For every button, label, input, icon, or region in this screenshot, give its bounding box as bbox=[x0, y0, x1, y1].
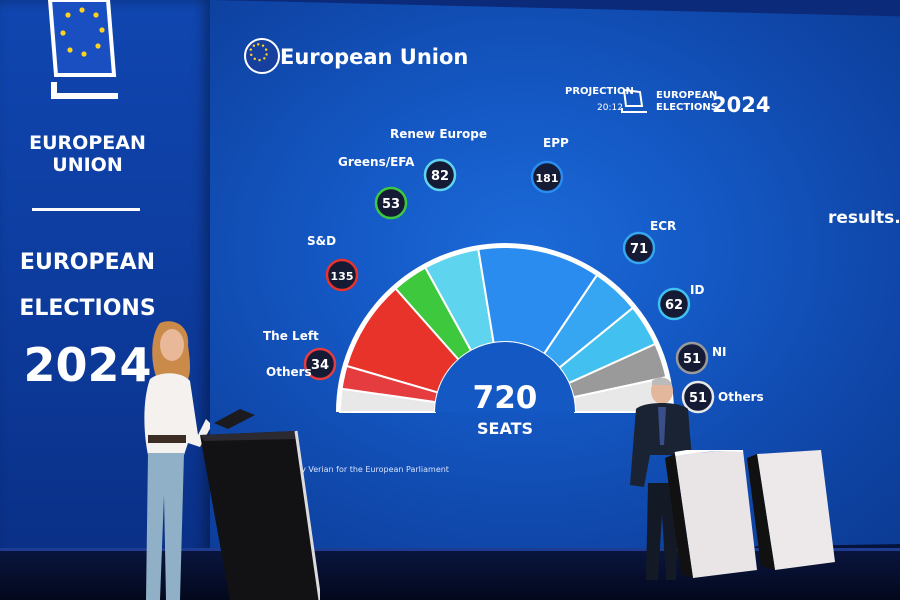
left-panel-year: 2024 bbox=[23, 338, 152, 392]
presenter-woman bbox=[144, 321, 210, 600]
seat-badge-value: 51 bbox=[683, 352, 701, 367]
party-label: S&D bbox=[307, 234, 336, 248]
party-label: Greens/EFA bbox=[338, 155, 415, 169]
seat-badge-renew-europe bbox=[423, 158, 457, 192]
total-seats-number: 720 bbox=[473, 380, 538, 416]
seat-badge-value: 135 bbox=[331, 270, 354, 283]
left-panel: EUROPEAN UNION EUROPEAN ELECTIONS 2024 bbox=[0, 0, 210, 575]
party-label: Renew Europe bbox=[390, 127, 487, 141]
seat-badge-s-d bbox=[325, 258, 359, 292]
party-label: NI bbox=[712, 345, 727, 359]
party-label-others-left: Others bbox=[266, 365, 312, 379]
hemicycle-center bbox=[435, 342, 575, 412]
ballot-icon bbox=[621, 88, 647, 113]
seat-badge-id bbox=[657, 287, 691, 321]
projection-label: PROJECTION bbox=[565, 86, 634, 97]
left-panel-european: EUROPEAN bbox=[19, 250, 156, 275]
party-label: ECR bbox=[650, 219, 676, 233]
left-panel-elections: ELECTIONS bbox=[19, 296, 156, 321]
stage-edge-light bbox=[0, 548, 900, 551]
elections-brand: EUROPEAN ELECTIONS bbox=[656, 90, 718, 114]
seat-badge-value: 51 bbox=[689, 391, 707, 406]
party-label: EPP bbox=[543, 136, 569, 150]
elections-year: 2024 bbox=[712, 93, 771, 117]
seat-badge-others bbox=[681, 380, 715, 414]
seat-badge-value: 53 bbox=[382, 197, 400, 212]
source-credit: by Verian for the European Parliament bbox=[296, 465, 449, 474]
seat-badge-greens-efa bbox=[374, 186, 408, 220]
seat-badge-ni bbox=[675, 341, 709, 375]
total-seats-label: SEATS bbox=[477, 419, 533, 438]
party-label: Others bbox=[718, 390, 764, 404]
ballot-box-logo bbox=[48, 0, 118, 99]
podium-center bbox=[665, 450, 757, 578]
screen-org-title: European Union bbox=[280, 45, 469, 69]
elections-line1: EUROPEAN bbox=[656, 90, 718, 101]
party-label: The Left bbox=[263, 329, 319, 343]
seat-badge-value: 34 bbox=[311, 358, 329, 373]
elections-line2: ELECTIONS bbox=[656, 102, 718, 113]
projection-time: 20:12 bbox=[597, 103, 623, 113]
party-label: ID bbox=[690, 283, 704, 297]
left-panel-divider bbox=[32, 208, 140, 211]
eu-flag-icon bbox=[244, 38, 280, 74]
seat-badge-value: 71 bbox=[630, 242, 648, 257]
left-panel-eu-title: EUROPEAN UNION bbox=[29, 132, 146, 176]
seat-badge-ecr bbox=[622, 231, 656, 265]
seat-badge-value: 62 bbox=[665, 298, 683, 313]
seat-badge-value: 82 bbox=[431, 169, 449, 184]
presenter-man bbox=[630, 377, 694, 580]
podium-right bbox=[747, 450, 835, 570]
seat-badge-epp bbox=[530, 160, 564, 194]
lectern-left bbox=[200, 409, 320, 600]
seat-badge-the-left bbox=[303, 347, 337, 381]
seat-badge-value: 181 bbox=[536, 172, 559, 185]
results-text: results. bbox=[828, 208, 900, 228]
